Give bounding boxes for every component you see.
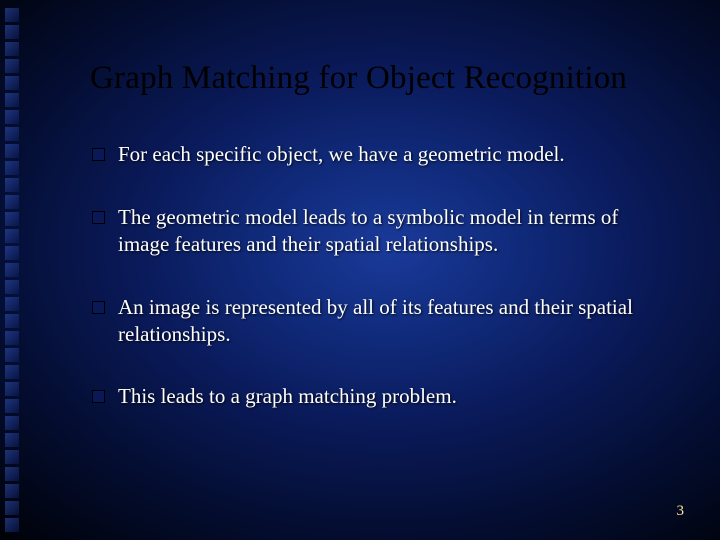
- page-number: 3: [677, 503, 685, 520]
- list-item: This leads to a graph matching problem.: [90, 383, 674, 410]
- bullet-list: For each specific object, we have a geom…: [90, 141, 674, 410]
- slide-content: Graph Matching for Object Recognition Fo…: [0, 0, 720, 540]
- list-item: An image is represented by all of its fe…: [90, 294, 674, 348]
- list-item: The geometric model leads to a symbolic …: [90, 204, 674, 258]
- list-item: For each specific object, we have a geom…: [90, 141, 674, 168]
- slide-title: Graph Matching for Object Recognition: [90, 60, 674, 97]
